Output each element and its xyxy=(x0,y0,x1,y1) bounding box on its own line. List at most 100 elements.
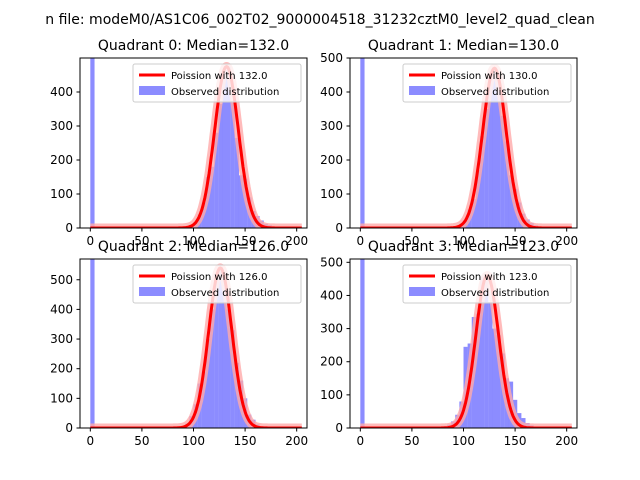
subplot-title: Quadrant 1: Median=130.0 xyxy=(368,38,559,54)
x-tick-label: 0 xyxy=(86,434,94,448)
histogram-bar xyxy=(360,58,365,228)
x-tick-label: 100 xyxy=(452,234,475,248)
x-tick-label: 200 xyxy=(285,434,308,448)
histogram-bar xyxy=(222,69,227,228)
legend-frame xyxy=(132,63,302,103)
x-tick-label: 100 xyxy=(182,234,205,248)
y-tick-label: 0 xyxy=(65,221,73,235)
histogram-bar xyxy=(218,267,223,428)
histogram-bar xyxy=(214,273,219,428)
y-tick-label: 200 xyxy=(320,153,343,167)
legend-frame xyxy=(402,264,572,304)
histogram-bar xyxy=(90,259,95,428)
histogram-bar xyxy=(480,136,485,228)
plot-area xyxy=(356,259,576,428)
histogram-bar xyxy=(230,100,235,228)
histogram-bar xyxy=(234,137,240,228)
x-tick-label: 50 xyxy=(404,234,419,248)
histogram-bar xyxy=(210,166,215,228)
y-tick-label: 400 xyxy=(50,302,73,316)
legend-label-observed: Observed distribution xyxy=(171,87,279,98)
legend-label-observed: Observed distribution xyxy=(441,288,549,299)
subplot-title: Quadrant 2: Median=126.0 xyxy=(98,239,289,255)
histogram-bar xyxy=(226,309,231,428)
y-tick-label: 200 xyxy=(320,355,343,369)
poisson-curve xyxy=(89,65,303,228)
y-tick-label: 100 xyxy=(320,187,343,201)
x-tick-label: 200 xyxy=(285,234,308,248)
y-tick-label: 500 xyxy=(320,51,343,65)
histogram-bar xyxy=(230,330,235,428)
legend: Poission with 130.0 Observed distribution xyxy=(402,63,572,103)
y-tick-label: 100 xyxy=(320,388,343,402)
histogram-bar xyxy=(214,132,219,228)
legend-frame xyxy=(132,264,302,304)
subplot-2: 0 50 100 150 200 0 100 200 300 400 500 Quadrant 2: … xyxy=(50,239,308,448)
x-tick-label: 200 xyxy=(555,434,578,448)
x-tick-label: 50 xyxy=(404,434,419,448)
y-tick-label: 200 xyxy=(50,362,73,376)
y-tick-label: 400 xyxy=(320,288,343,302)
legend-label-poisson: Poission with 130.0 xyxy=(441,71,537,82)
x-tick-label: 50 xyxy=(134,234,149,248)
legend-label-observed: Observed distribution xyxy=(441,87,549,98)
histogram-bar xyxy=(205,339,211,428)
subplot-title: Quadrant 3: Median=123.0 xyxy=(368,239,559,255)
y-tick-label: 500 xyxy=(320,255,343,269)
x-tick-label: 150 xyxy=(234,434,257,448)
legend-hist-swatch xyxy=(139,287,165,296)
legend: Poission with 132.0 Observed distribution xyxy=(132,63,302,103)
histogram-bar xyxy=(504,141,510,228)
histogram-bar xyxy=(484,109,489,228)
legend-label-poisson: Poission with 132.0 xyxy=(171,71,267,82)
histogram-bar xyxy=(226,66,231,228)
poisson-curve xyxy=(359,274,573,428)
x-tick-label: 0 xyxy=(86,234,94,248)
subplot-grid: 0 50 100 150 200 0 100 200 300 400 Quadrant 0: Med… xyxy=(50,38,578,448)
histogram-bar xyxy=(238,175,244,228)
subplot-1: 0 50 100 150 200 0 100 200 300 400 500 Quadrant 1: … xyxy=(320,38,578,248)
subplot-title: Quadrant 0: Median=132.0 xyxy=(98,38,289,54)
histogram-bar xyxy=(210,309,215,428)
histogram-bar xyxy=(492,68,497,228)
histogram-bar xyxy=(492,328,497,428)
histogram-bar xyxy=(496,75,501,228)
y-tick-label: 300 xyxy=(320,322,343,336)
y-tick-label: 400 xyxy=(320,85,343,99)
y-tick-label: 400 xyxy=(50,85,73,99)
histogram-bar xyxy=(90,58,95,228)
y-tick-label: 300 xyxy=(320,119,343,133)
x-tick-label: 50 xyxy=(134,434,149,448)
y-tick-label: 100 xyxy=(50,391,73,405)
figure-title: n file: modeM0/AS1C06_002T02_9000004518_… xyxy=(45,12,594,28)
subplot-0: 0 50 100 150 200 0 100 200 300 400 Quadrant 0: Med… xyxy=(50,38,308,248)
histogram-bar xyxy=(218,103,223,228)
x-tick-label: 150 xyxy=(504,234,527,248)
y-tick-label: 0 xyxy=(335,421,343,435)
y-tick-label: 0 xyxy=(335,221,343,235)
y-tick-label: 500 xyxy=(50,273,73,287)
x-tick-label: 150 xyxy=(504,434,527,448)
x-tick-label: 0 xyxy=(356,434,364,448)
x-tick-label: 200 xyxy=(555,234,578,248)
histogram-bar xyxy=(222,279,227,428)
x-tick-label: 100 xyxy=(182,434,205,448)
y-tick-label: 300 xyxy=(50,119,73,133)
histogram-bar xyxy=(471,199,476,228)
y-tick-label: 300 xyxy=(50,332,73,346)
histogram-bar xyxy=(488,76,493,228)
legend: Poission with 123.0 Observed distribution xyxy=(402,264,572,304)
histogram-bar xyxy=(475,313,481,428)
legend: Poission with 126.0 Observed distribution xyxy=(132,264,302,304)
histogram-bar xyxy=(480,277,485,428)
histogram-bar xyxy=(500,115,505,228)
x-tick-label: 100 xyxy=(452,434,475,448)
legend-label-poisson: Poission with 126.0 xyxy=(171,272,267,283)
histogram-bar xyxy=(475,170,481,228)
histogram-bar xyxy=(484,275,489,428)
y-tick-label: 200 xyxy=(50,153,73,167)
y-tick-label: 100 xyxy=(50,187,73,201)
plot-area xyxy=(86,58,306,228)
legend-hist-swatch xyxy=(409,287,435,296)
